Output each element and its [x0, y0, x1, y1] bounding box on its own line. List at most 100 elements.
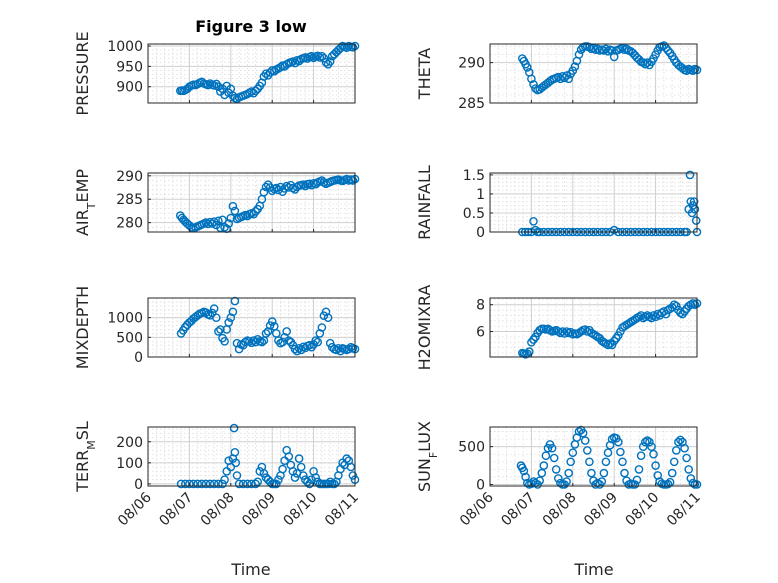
data-point: [539, 461, 549, 470]
data-point: [603, 448, 613, 458]
data-point: [634, 312, 644, 322]
data-point: [684, 465, 694, 474]
data-point: [284, 452, 294, 461]
x-tick-label: 08/07: [498, 490, 538, 530]
data-point: [568, 448, 578, 458]
y-tick-label: 285: [116, 192, 143, 208]
axes-box: [489, 172, 698, 233]
y-axis-label: AIRTEMP: [73, 169, 98, 236]
data-point: [521, 472, 530, 482]
data-point: [220, 90, 229, 100]
data-point: [634, 465, 644, 474]
data-point: [294, 454, 304, 463]
data-point: [603, 47, 613, 56]
data-point: [535, 476, 545, 486]
data-point: [620, 468, 629, 478]
data-point: [311, 473, 321, 482]
data-point: [599, 46, 609, 55]
data-point: [537, 468, 547, 478]
data-point: [321, 58, 331, 67]
data-point: [251, 86, 260, 96]
data-series: [176, 423, 360, 489]
data-point: [630, 480, 640, 489]
data-point: [313, 337, 323, 347]
subplot-3: 280 285 290 AIRTEMP: [73, 169, 360, 236]
data-point: [205, 479, 215, 489]
data-point: [224, 318, 233, 327]
data-point: [323, 479, 333, 489]
y-axis-label: H2OMIXRA: [415, 285, 434, 371]
y-tick-label: 900: [116, 80, 143, 96]
data-point: [529, 216, 538, 226]
data-point: [226, 462, 236, 472]
data-point: [672, 301, 681, 311]
data-point: [234, 479, 244, 489]
data-point: [597, 477, 607, 486]
grid: [489, 298, 698, 357]
data-point: [551, 465, 561, 474]
axes-box: [147, 172, 356, 233]
data-point: [647, 442, 656, 452]
data-point: [218, 215, 227, 225]
data-point: [661, 309, 671, 319]
data-point: [564, 468, 574, 478]
y-tick-label: 200: [116, 435, 143, 451]
data-point: [682, 66, 691, 75]
data-point: [574, 50, 584, 59]
data-point: [599, 468, 609, 478]
data-series: [175, 41, 360, 104]
data-point: [230, 447, 240, 457]
data-point: [245, 336, 254, 346]
x-tick-label: 08/08: [540, 490, 580, 530]
data-point: [641, 312, 650, 322]
data-point: [329, 479, 339, 489]
data-point: [583, 446, 592, 455]
y-tick-label: 280: [116, 216, 143, 232]
data-point: [632, 475, 642, 485]
data-point: [691, 216, 701, 225]
data-point: [216, 325, 225, 334]
y-axis-label: MIXDEPTH: [73, 286, 92, 369]
subplot-4: 0 0.5 1 1.5 RAINFALL: [415, 165, 702, 241]
data-point: [201, 218, 211, 227]
data-point: [568, 66, 578, 75]
data-point: [303, 477, 312, 487]
data-series: [516, 425, 702, 489]
axes-box: [147, 426, 356, 487]
data-point: [226, 213, 236, 223]
data-point: [523, 63, 532, 72]
data-point: [690, 204, 700, 214]
data-point: [290, 473, 300, 482]
data-point: [259, 469, 269, 478]
data-point: [216, 223, 225, 233]
data-point: [672, 446, 681, 455]
data-point: [614, 437, 623, 447]
data-point: [214, 479, 223, 489]
y-axis-label: RAINFALL: [415, 165, 434, 240]
data-point: [193, 479, 202, 489]
data-point: [593, 478, 602, 488]
data-point: [344, 344, 354, 354]
data-point: [214, 327, 223, 336]
data-point: [259, 187, 269, 197]
data-point: [649, 449, 658, 459]
data-point: [649, 311, 658, 320]
axes-box: [489, 426, 698, 487]
y-tick-label: 1000: [107, 311, 143, 327]
data-point: [296, 462, 306, 472]
data-series: [518, 41, 702, 95]
y-axis-label: THETA: [415, 48, 434, 100]
data-point: [271, 183, 281, 193]
data-point: [251, 207, 260, 216]
data-point: [686, 474, 696, 483]
y-tick-label: 1000: [107, 39, 143, 55]
data-point: [231, 458, 241, 468]
x-tick-label: 08/08: [198, 490, 238, 530]
data-point: [556, 328, 565, 338]
data-point: [325, 477, 335, 487]
y-tick-label: 285: [458, 96, 485, 112]
data-point: [209, 81, 219, 90]
y-axis-label: PRESSURE: [73, 31, 92, 115]
data-point: [541, 451, 551, 461]
